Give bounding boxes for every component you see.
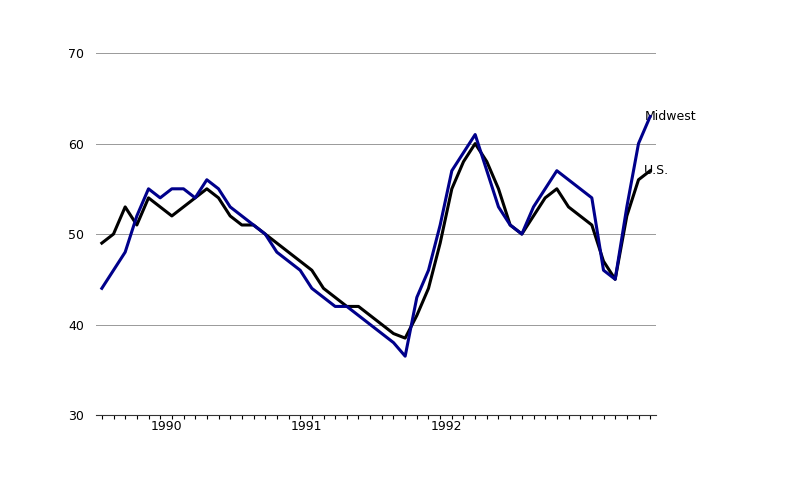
Text: U.S.: U.S. [644, 164, 670, 177]
Text: Midwest: Midwest [644, 110, 696, 123]
